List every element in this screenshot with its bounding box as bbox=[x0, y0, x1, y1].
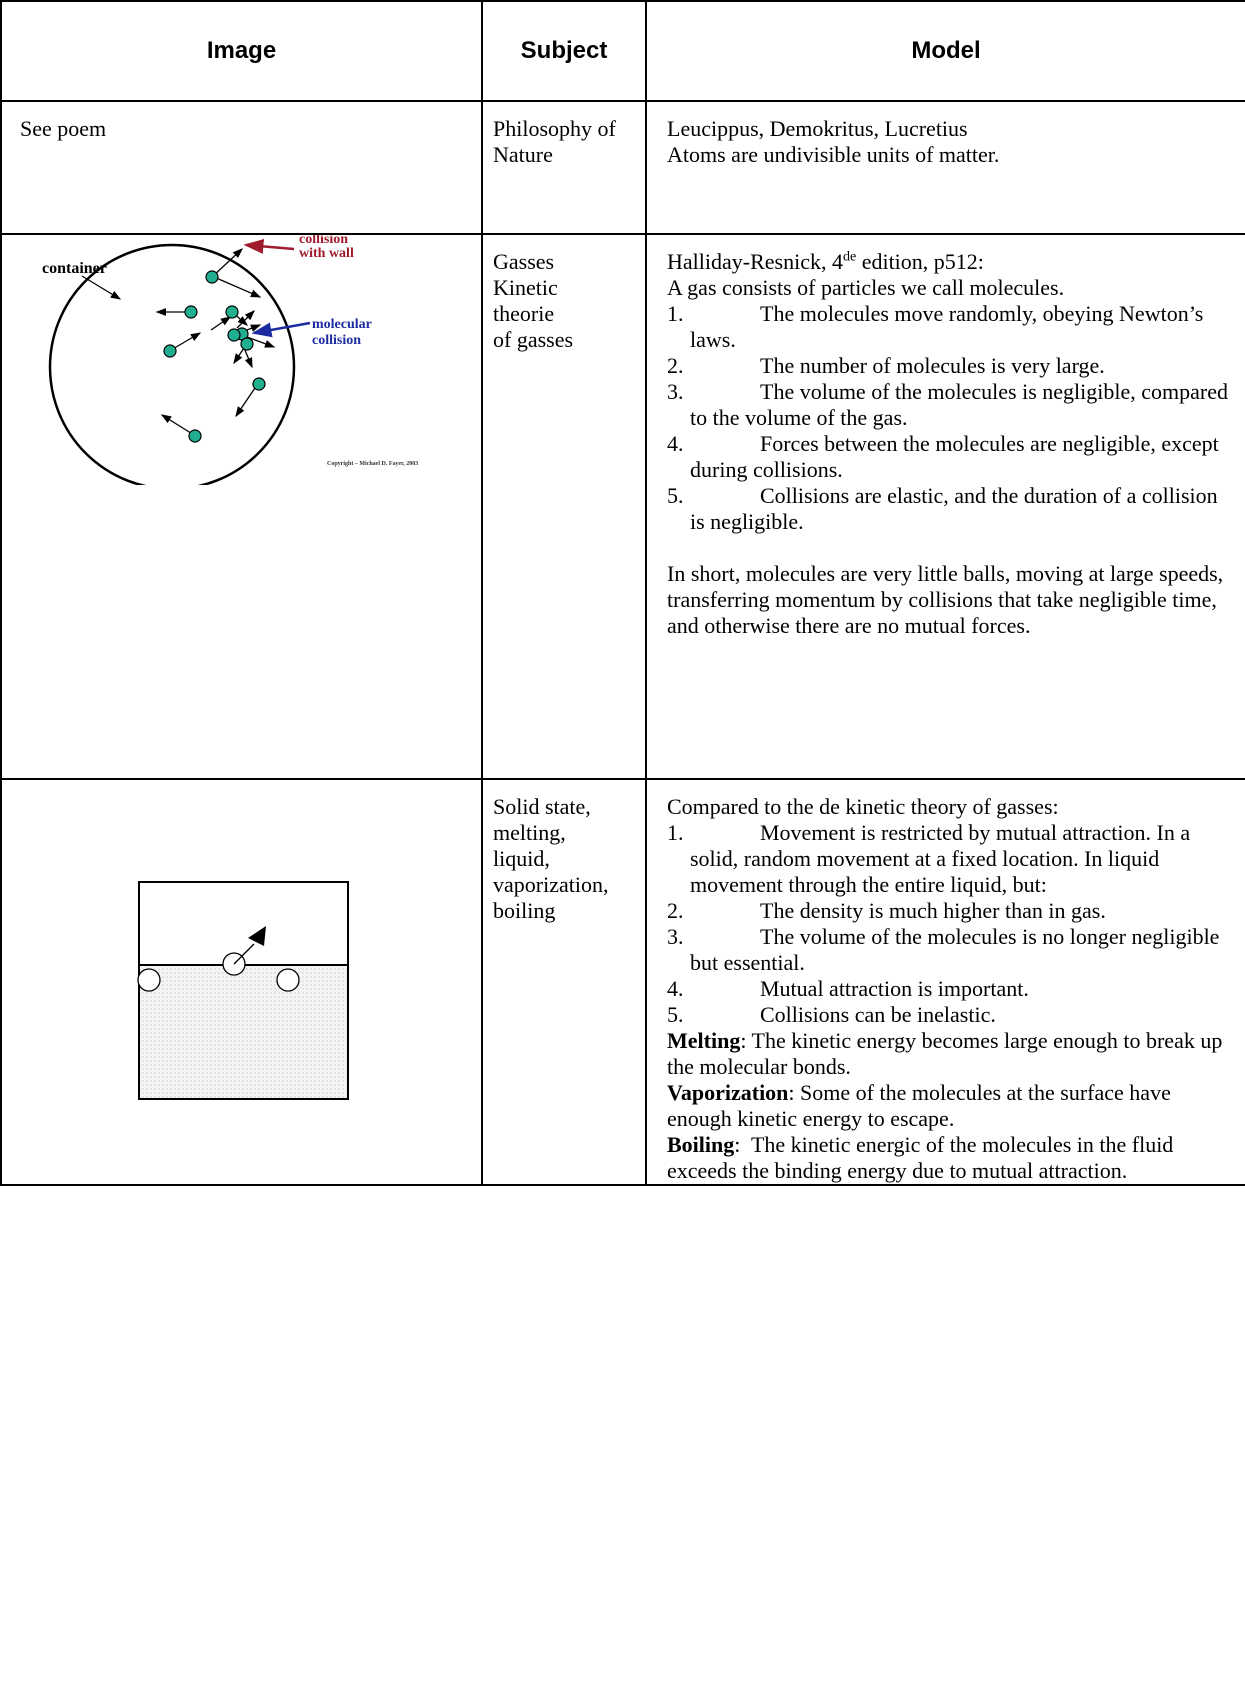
term: Boiling bbox=[667, 1132, 735, 1157]
header-model: Model bbox=[645, 0, 1245, 102]
model-line: Atoms are undivisible units of matter. bbox=[667, 142, 1000, 167]
header-image: Image bbox=[0, 0, 483, 102]
list-item: 5. Collisions can be inelastic. bbox=[667, 1002, 1231, 1028]
term-text: : The kinetic energy becomes large enoug… bbox=[667, 1028, 1228, 1079]
item-number: 2. bbox=[667, 898, 684, 923]
term: Melting bbox=[667, 1028, 741, 1053]
item-number: 4. bbox=[667, 431, 684, 456]
item-text: Collisions are elastic, and the duration… bbox=[690, 483, 1218, 534]
subject-line: Kinetic bbox=[493, 275, 558, 300]
liquid-diagram bbox=[137, 881, 349, 1100]
term-text: : The kinetic energic of the molecules i… bbox=[667, 1132, 1179, 1183]
list-item: 3. The volume of the molecules is negligi… bbox=[667, 379, 1231, 431]
subject: Gasses Kinetic theorie of gasses bbox=[483, 235, 645, 353]
list-item: 1. Movement is restricted by mutual attra… bbox=[667, 820, 1231, 898]
item-number: 1. bbox=[667, 301, 684, 326]
header-subject: Subject bbox=[481, 0, 647, 102]
term-paragraph: Melting: The kinetic energy becomes larg… bbox=[667, 1028, 1231, 1080]
item-text: Mutual attraction is important. bbox=[760, 976, 1029, 1001]
diagram-label: collision bbox=[312, 333, 361, 348]
item-number: 5. bbox=[667, 483, 684, 508]
subject: Philosophy of Nature bbox=[483, 102, 645, 168]
diagram-label: molecular bbox=[312, 317, 372, 332]
diagram-label: collision bbox=[299, 235, 348, 247]
diagram-label: with wall bbox=[299, 246, 354, 261]
item-text: The number of molecules is very large. bbox=[760, 353, 1105, 378]
subject-line: Nature bbox=[493, 142, 553, 167]
term-text: : Some of the molecules at the surface h… bbox=[667, 1080, 1177, 1131]
item-number: 3. bbox=[667, 924, 684, 949]
item-text: The volume of the molecules is no longer… bbox=[690, 924, 1220, 975]
list: 1. Movement is restricted by mutual attra… bbox=[667, 820, 1231, 1028]
list-item: 4. Forces between the molecules are negli… bbox=[667, 431, 1231, 483]
intro: A gas consists of particles we call mole… bbox=[667, 275, 1065, 300]
ref: Halliday-Resnick, 4 bbox=[667, 249, 843, 274]
list-item: 2. The density is much higher than in gas… bbox=[667, 898, 1231, 924]
list-item: 4. Mutual attraction is important. bbox=[667, 976, 1231, 1002]
item-number: 2. bbox=[667, 353, 684, 378]
list: 1. The molecules move randomly, obeying N… bbox=[667, 301, 1231, 535]
item-text: The molecules move randomly, obeying New… bbox=[690, 301, 1204, 352]
subject-line: Gasses bbox=[493, 249, 555, 274]
ref-rest: edition, p512: bbox=[856, 249, 984, 274]
term: Vaporization bbox=[667, 1080, 789, 1105]
item-text: Movement is restricted by mutual attract… bbox=[690, 820, 1191, 897]
item-text: Collisions can be inelastic. bbox=[760, 1002, 996, 1027]
list-item: 5. Collisions are elastic, and the durati… bbox=[667, 483, 1231, 535]
item-text: Forces between the molecules are negligi… bbox=[690, 431, 1219, 482]
list-item: 2. The number of molecules is very large. bbox=[667, 353, 1231, 379]
model-line: Leucippus, Demokritus, Lucretius bbox=[667, 116, 968, 141]
subject-line: of gasses bbox=[493, 327, 574, 352]
model: Leucippus, Demokritus, Lucretius Atoms a… bbox=[647, 102, 1245, 168]
copyright: Copyright – Michael D. Fayer, 2003 bbox=[327, 461, 418, 467]
diagram-label: container bbox=[42, 260, 107, 277]
reference: Halliday-Resnick, 4de edition, p512: bbox=[667, 249, 1231, 275]
item-number: 5. bbox=[667, 1002, 684, 1027]
term-paragraph: Boiling: The kinetic energic of the mole… bbox=[667, 1132, 1231, 1184]
subject-line: melting, bbox=[493, 820, 566, 845]
models-table: Image Subject Model See poem Philosophy … bbox=[0, 0, 1245, 1186]
subject: Solid state, melting, liquid, vaporizati… bbox=[483, 780, 645, 924]
summary: In short, molecules are very little ball… bbox=[667, 561, 1224, 638]
image-text: See poem bbox=[20, 116, 107, 141]
term-paragraph: Vaporization: Some of the molecules at t… bbox=[667, 1080, 1231, 1132]
model: Halliday-Resnick, 4de edition, p512: A g… bbox=[647, 235, 1245, 639]
ref-sup: de bbox=[842, 249, 857, 265]
terms: Melting: The kinetic energy becomes larg… bbox=[667, 1028, 1231, 1184]
subject-line: Solid state, bbox=[493, 794, 591, 819]
intro: Compared to the de kinetic theory of gas… bbox=[667, 794, 1059, 819]
model: Compared to the de kinetic theory of gas… bbox=[647, 780, 1245, 1184]
gas-diagram: collision with wall container molecular … bbox=[42, 235, 418, 485]
item-text: The volume of the molecules is negligibl… bbox=[690, 379, 1228, 430]
list-item: 3. The volume of the molecules is no long… bbox=[667, 924, 1231, 976]
item-text: The density is much higher than in gas. bbox=[760, 898, 1106, 923]
list-item: 1. The molecules move randomly, obeying N… bbox=[667, 301, 1231, 353]
subject-line: vaporization, bbox=[493, 872, 609, 897]
subject-line: Philosophy of bbox=[493, 116, 616, 141]
subject-line: boiling bbox=[493, 898, 556, 923]
item-number: 4. bbox=[667, 976, 684, 1001]
item-number: 1. bbox=[667, 820, 684, 845]
item-number: 3. bbox=[667, 379, 684, 404]
subject-line: theorie bbox=[493, 301, 555, 326]
subject-line: liquid, bbox=[493, 846, 550, 871]
